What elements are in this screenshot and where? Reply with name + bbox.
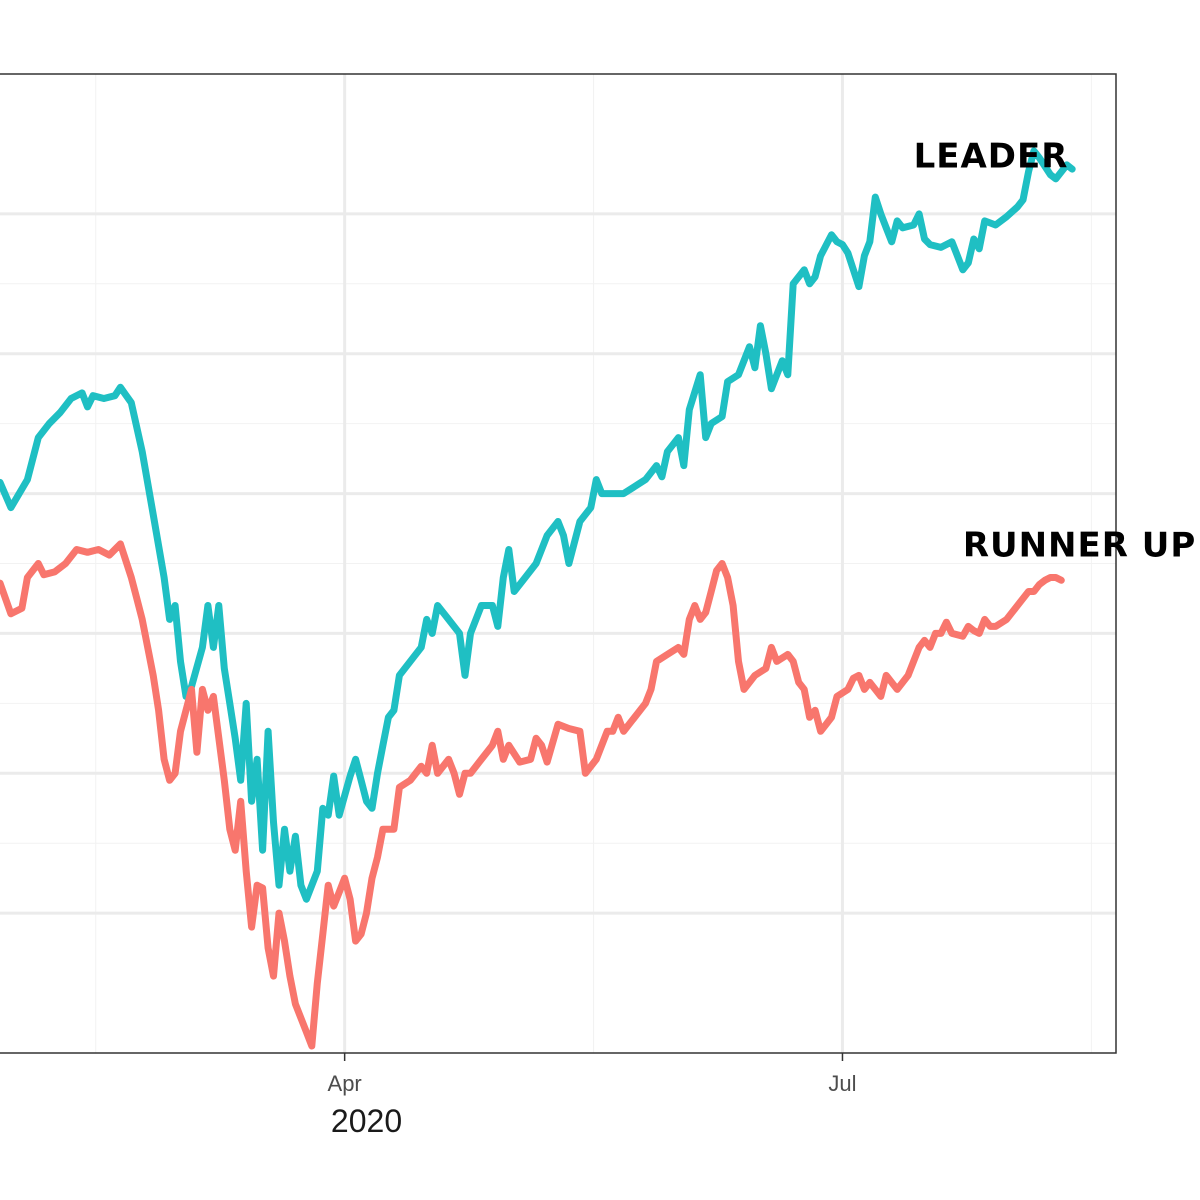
series-annotations: LEADER RUNNER UP (914, 137, 1196, 566)
plot-panel-border (0, 73, 1117, 1054)
x-axis-ticks: Apr Jul (328, 1053, 857, 1096)
series-label: RUNNER UP (963, 526, 1196, 566)
series-layer (0, 147, 1076, 1050)
major-gridlines (0, 74, 1116, 1053)
x-tick-label: Apr (328, 1071, 362, 1096)
series-line-leader (0, 147, 1076, 903)
series-label: LEADER (914, 137, 1069, 177)
x-tick-label: Jul (828, 1071, 856, 1096)
x-axis-title: 2020 (331, 1103, 402, 1139)
series-line-runner-up (0, 540, 1065, 1050)
